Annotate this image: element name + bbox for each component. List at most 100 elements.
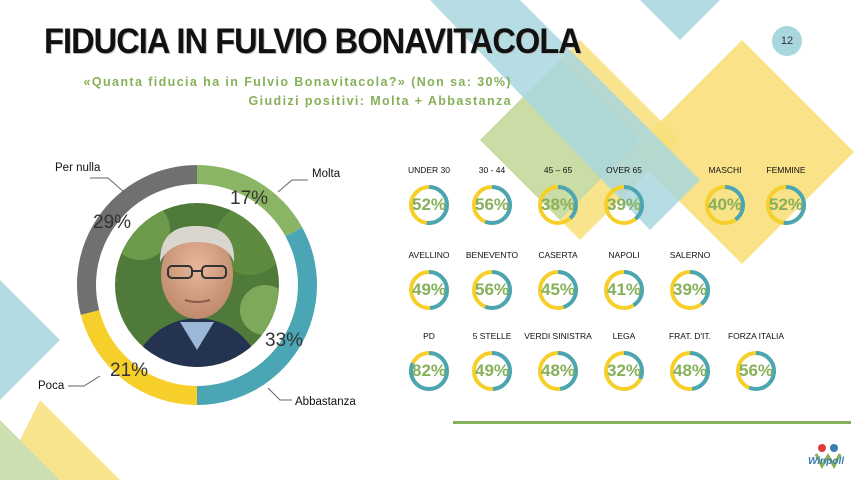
ring-svg (409, 185, 449, 225)
ring-fill (538, 351, 578, 391)
ring-svg (472, 185, 512, 225)
page-title: FIDUCIA IN FULVIO BONAVITACOLA (44, 22, 582, 61)
ring-fill (736, 351, 776, 391)
ring-svg (604, 270, 644, 310)
donut-slice-molta (197, 165, 303, 237)
ring-value: 32% (606, 361, 642, 380)
ring-value: 49% (474, 361, 510, 380)
ring-value: 48% (672, 361, 708, 380)
ring-gauge: 52% (764, 183, 808, 227)
ring-value: 38% (540, 195, 576, 214)
ring-value: 41% (606, 280, 642, 299)
ring-svg (409, 270, 449, 310)
ring-label: CASERTA (538, 250, 578, 260)
callout-label-abbastanza: Abbastanza (295, 396, 356, 408)
ring-gauge: 39% (668, 268, 712, 312)
ring-label: FORZA ITALIA (727, 331, 785, 341)
ring-svg (766, 185, 806, 225)
ring-svg (705, 185, 745, 225)
logo-text: Winpoll (808, 456, 845, 467)
ring-fill (472, 185, 512, 225)
ring-gauge: 48% (536, 349, 580, 393)
ring-gauge: 48% (668, 349, 712, 393)
ring-fill (472, 351, 512, 391)
bg-yellow-diamond-large (630, 40, 854, 264)
ring-gauge: 56% (734, 349, 778, 393)
slice-label-poca: 21% (110, 360, 149, 381)
bg-teal-top-right (640, 0, 720, 40)
ring-fill (409, 351, 449, 391)
portrait-photo (115, 203, 279, 367)
ring-svg (472, 351, 512, 391)
ring-svg (538, 270, 578, 310)
ring-svg (538, 185, 578, 225)
ring-fill (670, 270, 710, 310)
ring-label: UNDER 30 (407, 165, 451, 175)
ring-svg (670, 270, 710, 310)
ring-gauge: 49% (470, 349, 514, 393)
ring-gauge: 56% (470, 183, 514, 227)
donut-slices (76, 165, 318, 406)
page-number-badge: 12 (772, 26, 802, 56)
ring-svg (472, 270, 512, 310)
ring-label: 5 STELLE (472, 331, 512, 341)
donut-slice-per-nulla (76, 165, 197, 315)
ring-gauge: 39% (602, 183, 646, 227)
callout-line-molta (277, 179, 308, 193)
ring-value: 52% (411, 195, 447, 214)
callout-line-abbastanza (267, 387, 292, 401)
ring-value: 39% (672, 280, 708, 299)
ring-label: LEGA (612, 331, 636, 341)
ring-label: FRAT. D'IT. (668, 331, 712, 341)
ring-value: 49% (411, 280, 447, 299)
ring-label: VERDI SINISTRA (524, 331, 592, 341)
ring-gauge: 49% (407, 268, 451, 312)
ring-gauge: 56% (470, 268, 514, 312)
ring-gauge: 32% (602, 349, 646, 393)
ring-fill (538, 270, 578, 310)
ring-gauge: 40% (703, 183, 747, 227)
ring-svg (604, 185, 644, 225)
callout-label-molta: Molta (312, 168, 341, 180)
donut-slice-poca (80, 310, 197, 406)
ring-value: 52% (768, 195, 804, 214)
ring-value: 45% (540, 280, 576, 299)
bg-yellow-bottom-left (20, 400, 120, 480)
ring-fill (766, 185, 806, 225)
ring-fill (409, 185, 449, 225)
ring-label: BENEVENTO (465, 250, 519, 260)
callout-line-poca (68, 375, 101, 387)
ring-value: 56% (474, 195, 510, 214)
ring-label: SALERNO (669, 250, 711, 260)
ring-fill (604, 270, 644, 310)
ring-fill (472, 270, 512, 310)
ring-gauge: 45% (536, 268, 580, 312)
callout-label-per-nulla: Per nulla (55, 162, 101, 174)
ring-value: 48% (540, 361, 576, 380)
callout-line-per-nulla (90, 177, 125, 193)
ring-fill (538, 185, 578, 225)
ring-gauge: 38% (536, 183, 580, 227)
ring-fill (604, 351, 644, 391)
ring-fill (409, 270, 449, 310)
ring-svg (604, 351, 644, 391)
ring-label: FEMMINE (766, 165, 806, 175)
ring-value: 82% (411, 361, 447, 380)
footer-divider (453, 421, 851, 424)
slice-label-molta: 17% (230, 188, 269, 209)
subtitle-question: «Quanta fiducia ha in Fulvio Bonavitacol… (83, 75, 512, 89)
ring-gauge: 41% (602, 268, 646, 312)
ring-fill (604, 185, 644, 225)
ring-fill (670, 351, 710, 391)
ring-svg (409, 351, 449, 391)
ring-label: 45 – 65 (543, 165, 573, 175)
subtitle-note: Giudizi positivi: Molta + Abbastanza (248, 94, 512, 108)
donut-slice-abbastanza (197, 227, 318, 405)
callout-label-poca: Poca (38, 380, 65, 392)
ring-svg (670, 351, 710, 391)
ring-value: 40% (707, 195, 743, 214)
winpoll-logo (814, 444, 842, 470)
ring-value: 39% (606, 195, 642, 214)
ring-svg (538, 351, 578, 391)
